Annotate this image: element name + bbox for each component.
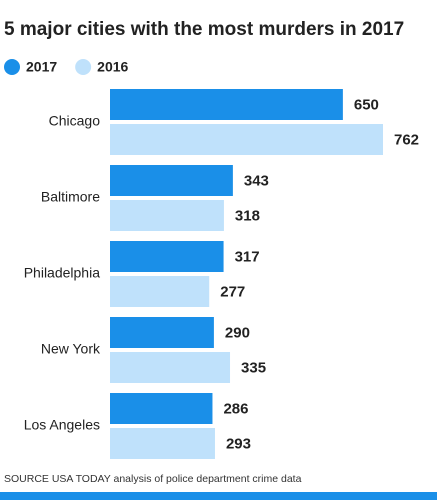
value-label: 650 [354,96,379,113]
category-label: Chicago [49,113,101,129]
category-label: Baltimore [41,189,100,205]
category-label: New York [41,341,101,357]
bar [110,428,215,459]
bar [110,165,233,196]
value-label: 286 [223,400,248,417]
bar [110,317,214,348]
value-label: 762 [394,131,419,148]
legend-swatch [4,59,20,75]
legend-swatch [75,59,92,75]
bar [110,241,224,272]
category-label: Los Angeles [24,417,100,433]
value-label: 277 [220,283,245,300]
category-label: Philadelphia [24,265,100,281]
bar [110,352,231,383]
value-label: 318 [235,207,260,224]
bar [110,200,224,231]
bar [110,89,343,120]
bar [110,276,210,307]
legend-label: 2016 [97,59,128,75]
bar [110,124,383,155]
chart-title: 5 major cities with the most murders in … [4,19,404,40]
value-label: 335 [241,359,266,376]
source-note: SOURCE USA TODAY analysis of police depa… [4,473,302,485]
bar [110,393,213,424]
legend-label: 2017 [26,59,57,75]
value-label: 290 [225,324,250,341]
value-label: 343 [244,172,269,189]
value-label: 293 [226,435,251,452]
footer-band [0,492,437,500]
value-label: 317 [235,248,260,265]
